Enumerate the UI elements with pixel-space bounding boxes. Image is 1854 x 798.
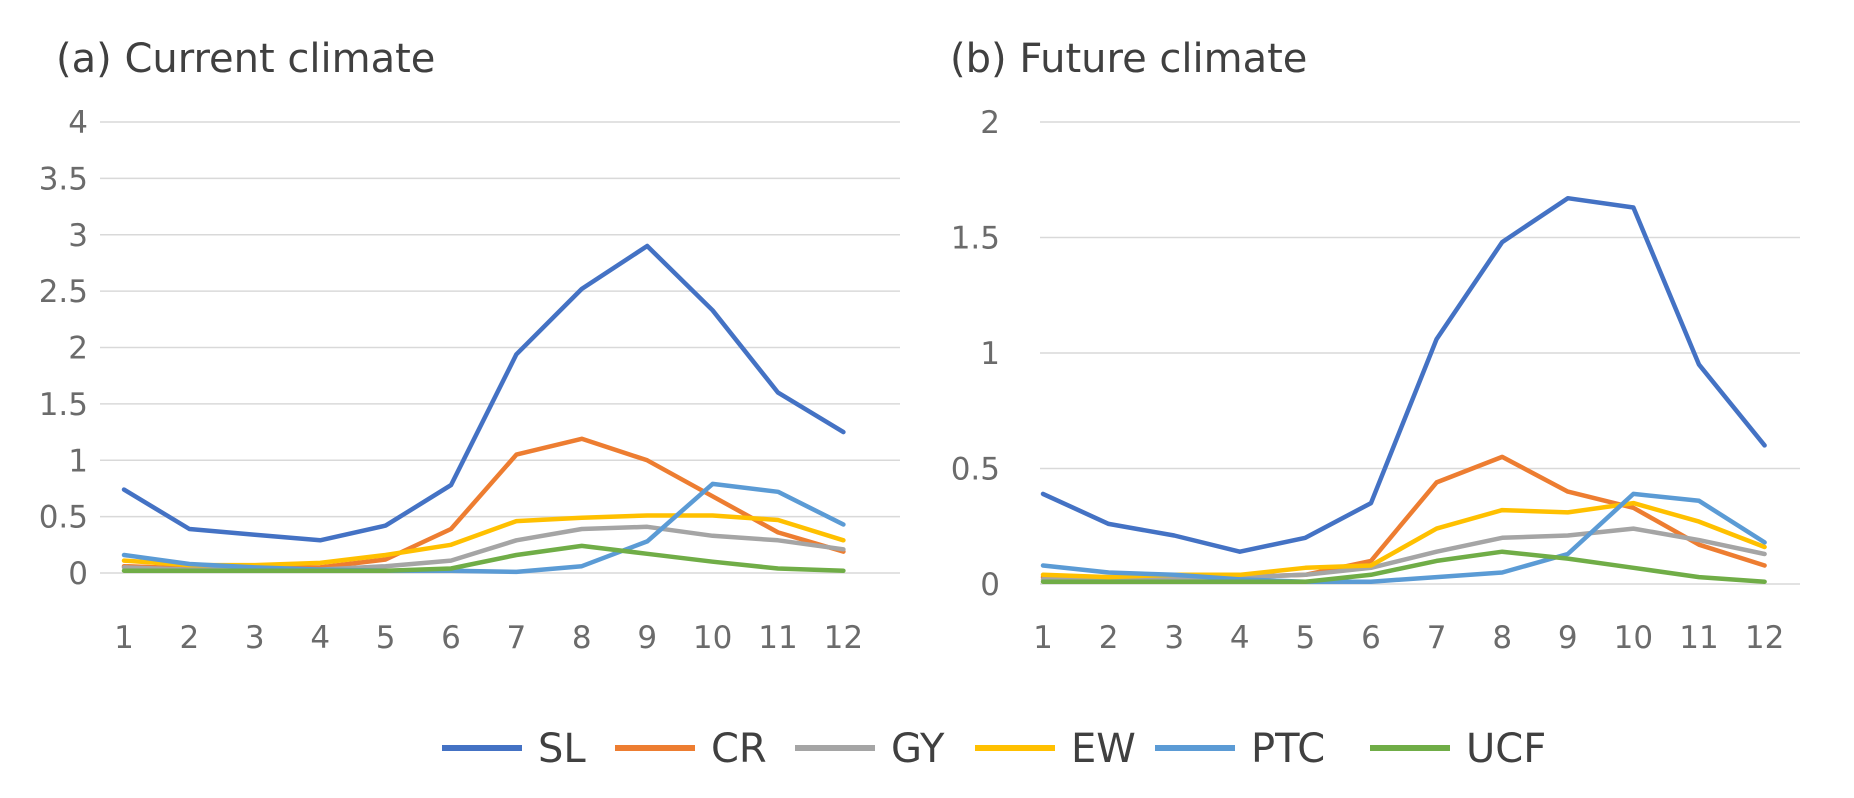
legend-label-ew: EW [1071,726,1136,772]
y-tick-label: 1.5 [39,387,88,423]
series-line-ptc [1040,491,1767,584]
legend-label-ptc: PTC [1251,726,1325,772]
x-tick-label: 2 [180,620,200,656]
x-tick-label: 4 [1230,620,1250,656]
series-line-sl [1040,195,1767,554]
series-line-ptc [121,481,846,575]
x-tick-label: 8 [572,620,592,656]
y-tick-label: 0 [980,567,1000,603]
y-tick-label: 0 [68,556,88,592]
x-tick-label: 12 [1745,620,1784,656]
x-tick-label: 2 [1099,620,1119,656]
x-tick-label: 5 [376,620,396,656]
y-tick-label: 0.5 [951,452,1000,488]
x-tick-label: 3 [1164,620,1184,656]
x-tick-label: 10 [693,620,732,656]
x-tick-label: 10 [1614,620,1653,656]
x-tick-label: 1 [1033,620,1053,656]
x-tick-label: 11 [758,620,797,656]
x-tick-label: 11 [1679,620,1718,656]
x-tick-label: 8 [1492,620,1512,656]
legend-label-gy: GY [891,726,945,772]
x-tick-label: 4 [310,620,330,656]
y-tick-label: 4 [68,105,88,141]
legend-label-sl: SL [538,726,586,772]
y-tick-label: 2 [980,105,1000,141]
x-tick-label: 9 [1558,620,1578,656]
y-tick-label: 3.5 [39,161,88,197]
chart-title: (a) Current climate [56,36,435,82]
x-tick-label: 7 [1427,620,1447,656]
series-line-ucf [121,543,846,573]
chart-title: (b) Future climate [950,36,1307,82]
series-line-ucf [1040,549,1767,584]
y-tick-label: 1 [68,443,88,479]
legend-label-cr: CR [711,726,767,772]
x-tick-label: 3 [245,620,265,656]
x-tick-label: 9 [637,620,657,656]
x-tick-label: 12 [824,620,863,656]
x-tick-label: 6 [441,620,461,656]
x-tick-label: 6 [1361,620,1381,656]
x-tick-label: 1 [114,620,134,656]
legend: SL CR GY EW PTC UCF [442,726,1546,772]
y-tick-label: 1.5 [951,221,1000,257]
series-line-sl [121,243,846,543]
x-tick-label: 7 [507,620,527,656]
y-tick-label: 3 [68,218,88,254]
y-tick-label: 1 [980,336,1000,372]
series-line-gy [1040,526,1767,582]
y-tick-label: 0.5 [39,500,88,536]
y-tick-label: 2 [68,331,88,367]
y-tick-label: 2.5 [39,274,88,310]
x-tick-label: 5 [1296,620,1316,656]
legend-label-ucf: UCF [1466,726,1546,772]
series-line-ew [121,513,846,568]
